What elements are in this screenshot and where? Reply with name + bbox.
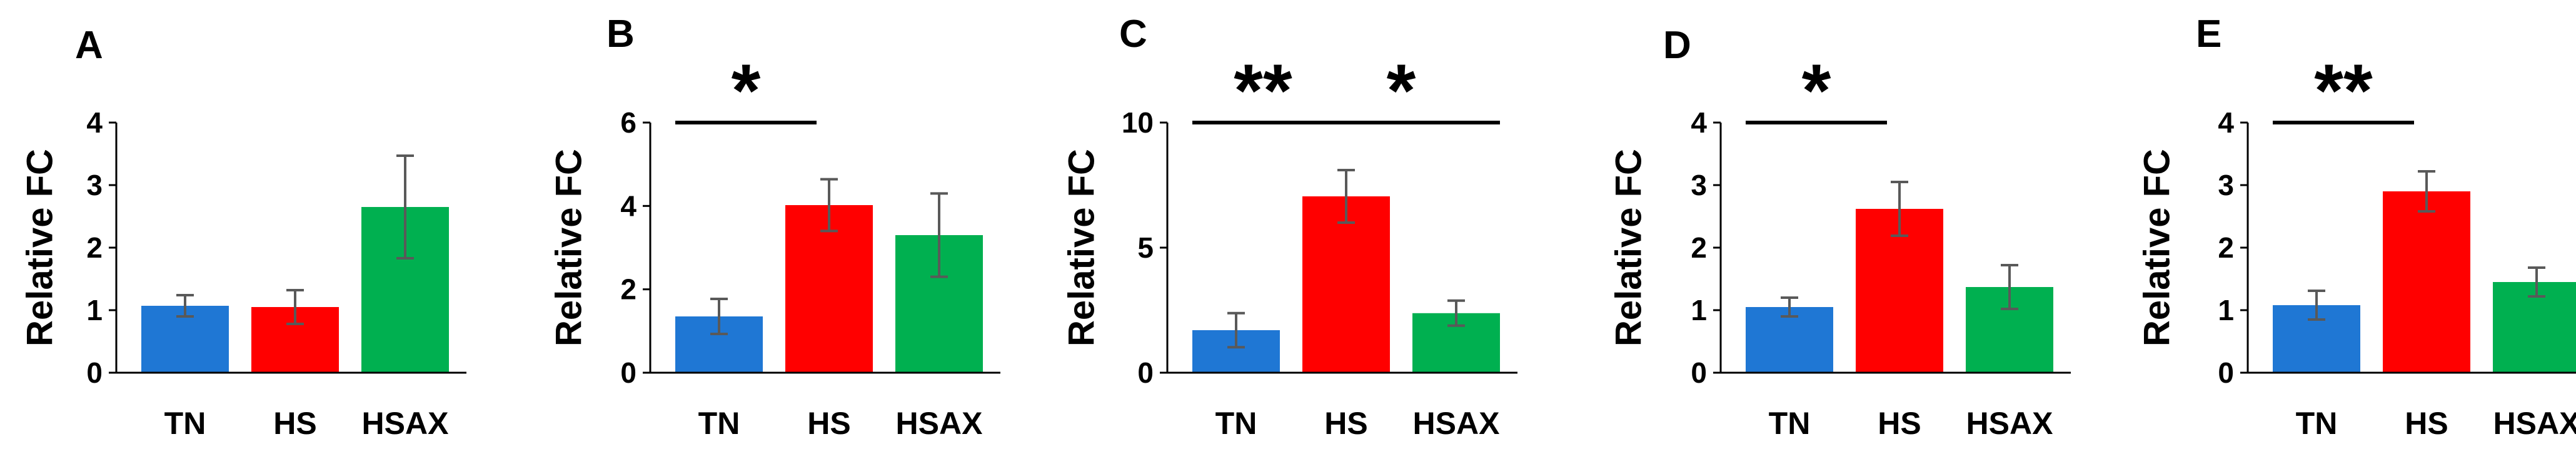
- x-category-label: HSAX: [362, 406, 449, 441]
- x-category-label: HS: [2405, 406, 2448, 441]
- panel-label: B: [606, 13, 635, 56]
- significance-marker: **: [2314, 49, 2373, 133]
- y-tick-label: 0: [1137, 356, 1154, 389]
- x-category-label: HS: [1878, 406, 1921, 441]
- chart-panel-a: A Relative FC 0 1 2 3 4 TN HS HSAX: [20, 24, 466, 441]
- bar-hs: [785, 205, 873, 373]
- y-tick-label: 0: [620, 356, 636, 389]
- chart-panel-d: D Relative FC 0 1 2 3 4 TN HS HSAX *: [1609, 24, 2071, 441]
- x-category-label: TN: [1769, 406, 1811, 441]
- y-axis-title: Relative FC: [1062, 149, 1102, 346]
- x-category-label: HS: [807, 406, 850, 441]
- y-axis-title: Relative FC: [1609, 149, 1649, 346]
- y-tick-label: 2: [2218, 231, 2234, 264]
- panel-label: D: [1663, 24, 1691, 67]
- y-axis-title: Relative FC: [2137, 149, 2178, 346]
- significance-marker: *: [732, 49, 761, 133]
- bar-hs: [1302, 196, 1390, 373]
- y-tick-label: 0: [2218, 356, 2234, 389]
- chart-panel-b: B Relative FC 0 2 4 6 TN HS HSAX *: [549, 13, 1000, 441]
- y-axis-title: Relative FC: [20, 149, 61, 346]
- y-tick-label: 3: [2218, 169, 2234, 201]
- y-tick-label: 4: [620, 189, 636, 222]
- y-tick-label: 4: [1691, 106, 1707, 139]
- panel-label: C: [1119, 13, 1147, 56]
- significance-marker: *: [1387, 49, 1416, 133]
- bar-hs: [2383, 191, 2470, 373]
- x-category-label: TN: [2296, 406, 2338, 441]
- x-category-label: HS: [273, 406, 316, 441]
- y-axis-title: Relative FC: [549, 149, 590, 346]
- y-tick-label: 0: [86, 356, 103, 389]
- x-category-label: HS: [1324, 406, 1367, 441]
- panel-label: A: [75, 24, 103, 67]
- bar-tn: [1746, 307, 1833, 373]
- x-category-label: HSAX: [896, 406, 983, 441]
- y-tick-label: 2: [86, 231, 103, 264]
- y-tick-label: 1: [2218, 294, 2234, 326]
- y-tick-label: 1: [86, 294, 103, 326]
- y-tick-label: 4: [86, 106, 103, 139]
- y-tick-label: 3: [1691, 169, 1707, 201]
- y-tick-label: 2: [620, 273, 636, 306]
- y-tick-label: 4: [2218, 106, 2234, 139]
- x-category-label: TN: [1215, 406, 1257, 441]
- y-tick-label: 5: [1137, 231, 1154, 264]
- y-tick-label: 6: [620, 106, 636, 139]
- y-tick-label: 0: [1691, 356, 1707, 389]
- x-category-label: HSAX: [1966, 406, 2053, 441]
- y-tick-label: 3: [86, 169, 103, 201]
- x-category-label: HSAX: [2493, 406, 2576, 441]
- y-tick-label: 2: [1691, 231, 1707, 264]
- significance-marker: **: [1234, 49, 1292, 133]
- x-category-label: TN: [164, 406, 206, 441]
- y-tick-label: 10: [1122, 106, 1154, 139]
- chart-panel-e: E Relative FC 0 1 2 3 4 TN HS HSAX **: [2137, 13, 2576, 441]
- significance-marker: *: [1802, 49, 1831, 133]
- panel-label: E: [2196, 13, 2221, 56]
- x-category-label: HSAX: [1413, 406, 1500, 441]
- x-category-label: TN: [698, 406, 740, 441]
- y-tick-label: 1: [1691, 294, 1707, 326]
